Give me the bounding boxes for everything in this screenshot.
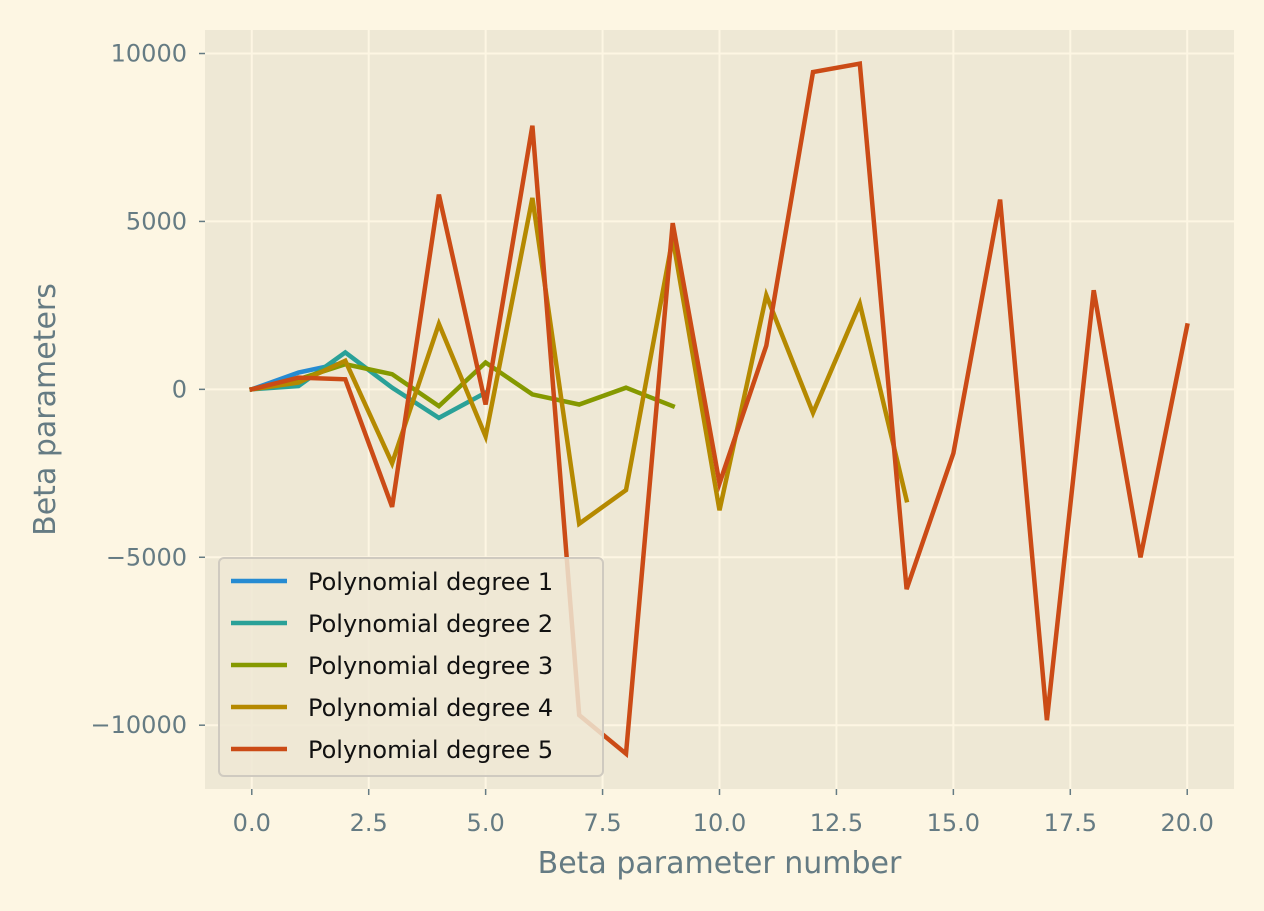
legend: Polynomial degree 1 Polynomial degree 2 Po… [218, 557, 604, 777]
x-tick-label: 2.5 [350, 809, 388, 837]
legend-entry: Polynomial degree 3 [308, 652, 553, 680]
x-axis: 0.0 2.5 5.0 7.5 10.0 12.5 15.0 17.5 20.0 [233, 789, 1214, 837]
x-tick-label: 17.5 [1044, 809, 1097, 837]
y-tick-label: 0 [172, 375, 187, 403]
legend-entry: Polynomial degree 2 [308, 610, 553, 638]
x-tick-label: 12.5 [810, 809, 863, 837]
y-axis-label: Beta parameters [28, 283, 63, 536]
y-axis: 10000 5000 0 −5000 −10000 [91, 40, 205, 739]
series-line-degree-5 [249, 60, 1190, 759]
series-line-degree-4 [249, 197, 910, 528]
x-tick-label: 7.5 [583, 809, 621, 837]
legend-entry: Polynomial degree 4 [308, 694, 553, 722]
x-tick-label: 0.0 [233, 809, 271, 837]
legend-entry: Polynomial degree 5 [308, 736, 553, 764]
y-tick-label: 5000 [126, 207, 187, 235]
series-lines [248, 60, 1190, 759]
x-tick-label: 15.0 [927, 809, 980, 837]
y-tick-label: 10000 [111, 40, 187, 68]
x-axis-label: Beta parameter number [538, 846, 902, 881]
y-tick-label: −5000 [106, 543, 187, 571]
x-tick-label: 5.0 [467, 809, 505, 837]
legend-box [218, 557, 604, 777]
x-tick-label: 20.0 [1161, 809, 1214, 837]
x-tick-label: 10.0 [693, 809, 746, 837]
legend-entry: Polynomial degree 1 [308, 568, 553, 596]
y-tick-label: −10000 [91, 711, 187, 739]
